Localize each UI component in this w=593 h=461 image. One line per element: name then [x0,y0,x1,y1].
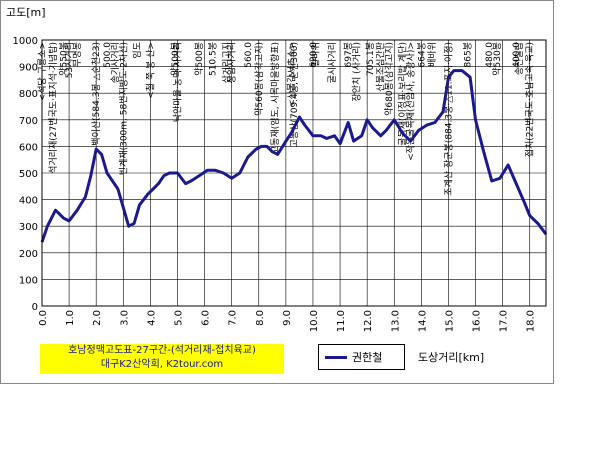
x-tick-label: 4.0 [146,310,157,326]
chart-annotations: <석당·구룡소> 석거리재(27번국도·표지석·기념탑) 약550봉53시거리무명봉… [37,42,536,196]
annotation-label: <작은굴목재(선암사, 송광사)> [405,42,417,161]
x-tick-label: 7.0 [228,310,239,326]
annotation-label: 장안치 (사거리) [350,42,362,102]
y-tick-label: 200 [19,249,38,260]
annotation-label: 고동재(임도, 시목마을방향표) [269,42,281,154]
annotation-label: 굴목재(이정표·보리밥 계단) [396,42,408,146]
x-tick-label: 8.0 [255,310,266,326]
annotation-label: 705.1봉 [365,42,376,76]
annotation-label: 약680봉(삼각고지) [383,42,395,116]
annotation-label: <철 쭉 봉 산> [145,42,156,99]
x-tick-label: 11.0 [336,310,347,332]
legend-swatch [325,356,347,359]
y-tick-label: 500 [19,169,38,180]
annotation-label: 53시거리 [64,42,75,78]
annotation-label: 510.5봉 [208,42,219,76]
annotation-label: 약550봉 [58,42,70,76]
x-tick-label: 10.0 [309,310,320,332]
annotation-label: <산불감시초소> [285,42,297,107]
x-tick-label: 1.0 [65,310,76,326]
annotation-label: 약500봉 [169,42,181,76]
annotation-label: 칼바위 [311,42,322,67]
x-tick-label: 6.0 [201,310,212,326]
y-tick-label: 700 [19,116,38,127]
chart-legend: 권한철 [318,344,405,370]
annotation-label: 697봉 [343,42,354,67]
annotation-label: 480.0 [485,42,495,68]
y-tick-label: 600 [19,142,38,153]
annotation-label: 백이산(584.3봉·△순천23) [91,42,102,146]
annotation-label: 560.0 [244,42,254,68]
legend-label: 권한철 [352,351,383,364]
annotation-label: 620.0 [309,42,319,68]
y-tick-label: 0 [32,302,38,313]
x-tick-label: 15.0 [444,310,455,332]
annotation-label: 약560봉(삼각고지) [253,42,265,116]
plot-area [41,39,547,307]
caption-credit: 대구K2산악회, K2tour.com [100,359,224,370]
annotation-label: 무명봉 [72,42,83,67]
x-tick-label: 0.0 [38,310,49,326]
x-tick-label: 14.0 [417,310,428,332]
x-tick-label: 13.0 [390,310,401,332]
y-tick-label: 900 [19,63,38,74]
y-tick-label: 800 [19,89,38,100]
y-axis-title: 고도[m] [6,6,46,19]
x-tick-label: 3.0 [119,310,130,326]
annotation-label: 굴시사거리 [327,42,338,83]
x-tick-label: 5.0 [173,310,184,326]
annotation-label: 낙안마을·농막 사거리 [172,42,183,122]
annotation-label: 임도 [131,42,143,59]
caption-title: 호남정맥고도표-27구간-(석거리재-접치육교) [68,345,256,356]
chart-caption: 호남정맥고도표-27구간-(석거리재-접치육교) 대구K2산악회, K2tour… [40,344,284,374]
y-tick-label: 400 [19,196,38,207]
annotation-label: 500.0 [103,42,113,68]
annotation-label: 배바위 [427,42,438,67]
y-tick-label: 100 [19,275,38,286]
x-tick-label: 12.0 [363,310,374,332]
x-axis-title: 도상거리[km] [418,351,485,364]
y-tick-label: 1000 [13,36,38,47]
annotation-label: 400.0 [512,42,522,68]
annotation-label: 약530봉 [491,42,503,76]
annotation-label: 삼거리고지 [221,42,232,83]
annotation-label: 조계산 장군봉(884.3봉·△11.표지·이정) [442,42,454,196]
annotation-label: 고동산(709.4봉, 순천300) [289,42,300,147]
x-tick-label: 9.0 [282,310,293,326]
annotation-label: 상암사거리 [226,42,238,83]
annotation-label: 산불조심간판 [376,42,387,92]
annotation-label: 약500봉 [193,42,205,76]
annotation-label: 664봉 [416,42,427,67]
x-tick-label: 16.0 [472,310,483,332]
annotation-label: 접치(22번국도·호남고속·육교) [524,42,536,157]
annotation-label: 빈계재(300m, 58번지방도·2차선) [117,42,129,175]
annotation-label: 송전철탑 [513,42,525,75]
x-tick-label: 18.0 [526,310,537,332]
annotation-label: 석거리재(27번국도·표지석·기념탑) [47,42,59,174]
axis-ticks: 0 100 200 300 400 500 600 700 800 900 1000 0.0 1.0 2.… [13,36,537,332]
x-tick-label: 2.0 [92,310,103,326]
annotation-label: 865봉 [462,42,473,67]
annotation-label: 송기사거리 [110,42,121,83]
y-tick-label: 300 [19,222,38,233]
series-line-권한철 [40,69,548,243]
x-tick-label: 17.0 [499,310,510,332]
